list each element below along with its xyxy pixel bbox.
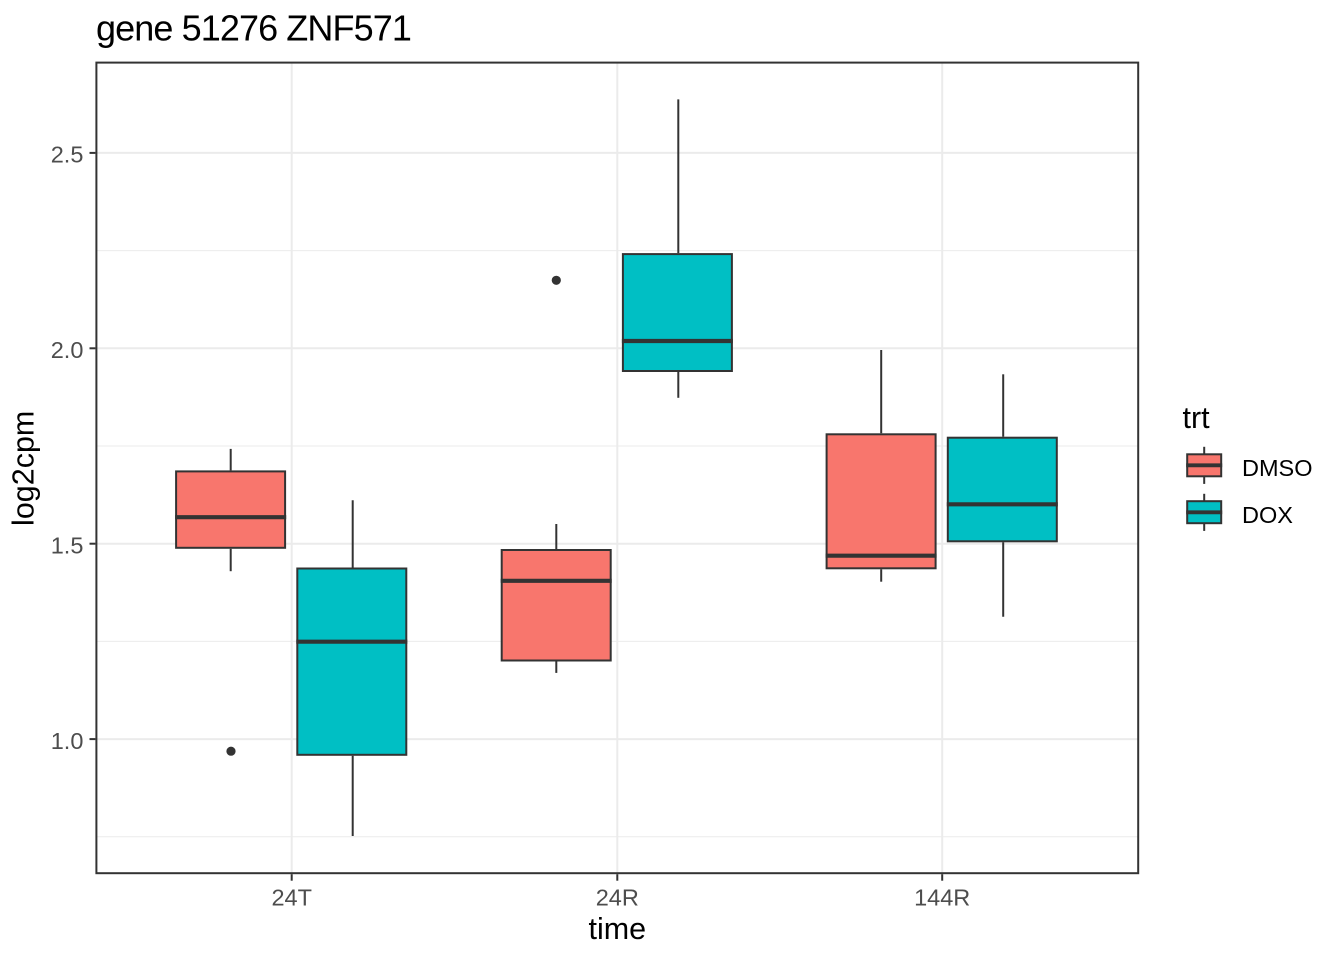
- svg-text:DMSO: DMSO: [1242, 455, 1313, 481]
- svg-text:time: time: [588, 912, 646, 946]
- svg-text:2.0: 2.0: [51, 337, 84, 363]
- svg-text:1.5: 1.5: [51, 533, 84, 559]
- svg-text:log2cpm: log2cpm: [7, 411, 41, 526]
- svg-text:2.5: 2.5: [51, 142, 84, 168]
- svg-text:24R: 24R: [596, 885, 639, 911]
- svg-text:trt: trt: [1183, 401, 1211, 435]
- svg-text:1.0: 1.0: [51, 728, 84, 754]
- svg-text:144R: 144R: [914, 885, 970, 911]
- svg-text:gene 51276 ZNF571: gene 51276 ZNF571: [96, 8, 411, 49]
- svg-text:DOX: DOX: [1242, 502, 1293, 528]
- svg-text:24T: 24T: [271, 885, 312, 911]
